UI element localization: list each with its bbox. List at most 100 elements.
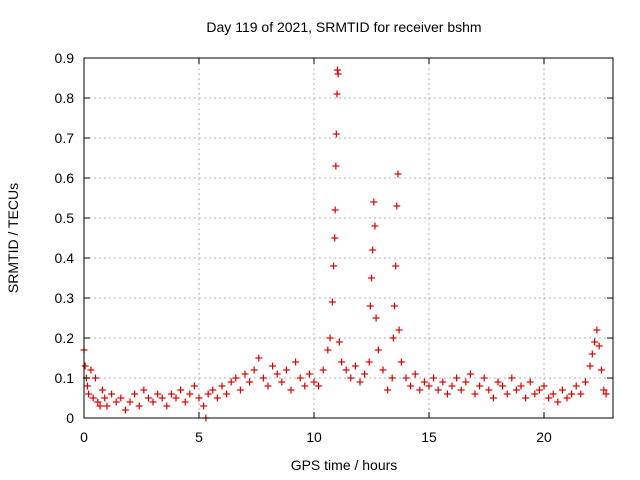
data-point xyxy=(273,370,281,378)
data-point xyxy=(310,378,318,386)
data-point xyxy=(98,386,106,394)
grid xyxy=(84,58,613,418)
data-point xyxy=(135,402,143,410)
data-point xyxy=(602,390,610,398)
data-point xyxy=(391,302,398,310)
data-point xyxy=(108,390,116,398)
data-point xyxy=(554,398,562,406)
data-point xyxy=(269,362,277,370)
data-point xyxy=(558,386,566,394)
data-point xyxy=(434,386,442,394)
data-point xyxy=(232,374,240,382)
data-point xyxy=(577,390,585,398)
data-point xyxy=(332,162,340,170)
data-point xyxy=(200,402,208,410)
data-point xyxy=(223,390,231,398)
data-point xyxy=(466,370,474,378)
data-point xyxy=(379,366,387,374)
data-point xyxy=(324,346,332,354)
data-point xyxy=(370,198,378,206)
data-point xyxy=(89,394,97,402)
data-point xyxy=(388,374,396,382)
data-point xyxy=(365,358,373,366)
data-point xyxy=(568,390,576,398)
data-point xyxy=(236,386,244,394)
data-point xyxy=(430,374,438,382)
data-point xyxy=(117,394,125,402)
y-tick-label: 0.9 xyxy=(55,50,75,66)
data-point xyxy=(471,390,479,398)
data-point xyxy=(264,382,272,390)
data-point xyxy=(588,350,596,358)
data-point xyxy=(92,374,99,382)
data-point xyxy=(81,362,89,370)
data-point xyxy=(140,386,148,394)
data-point xyxy=(586,362,594,370)
data-point xyxy=(154,390,162,398)
data-point xyxy=(457,386,465,394)
data-point xyxy=(443,390,451,398)
data-point xyxy=(163,402,171,410)
data-point xyxy=(259,374,267,382)
data-point xyxy=(453,374,461,382)
data-point xyxy=(371,222,379,230)
data-point xyxy=(85,390,93,398)
data-point xyxy=(158,394,166,402)
data-point xyxy=(330,262,338,270)
data-point xyxy=(356,378,364,386)
data-point xyxy=(397,358,405,366)
y-tick-label: 0.2 xyxy=(55,330,75,346)
data-point xyxy=(319,366,327,374)
x-tick-label: 10 xyxy=(306,429,322,445)
y-tick-label: 0.8 xyxy=(55,90,75,106)
data-point xyxy=(526,378,534,386)
data-point xyxy=(499,382,507,390)
data-point xyxy=(87,366,95,374)
data-point xyxy=(411,370,419,378)
data-point xyxy=(545,394,553,402)
data-point xyxy=(448,382,456,390)
data-point xyxy=(83,382,91,390)
data-point xyxy=(131,390,139,398)
data-point xyxy=(347,374,355,382)
data-point xyxy=(278,378,286,386)
y-axis-label: SRMTID / TECUs xyxy=(5,183,21,293)
data-point xyxy=(332,130,340,138)
data-point xyxy=(177,386,185,394)
x-tick-label: 5 xyxy=(195,429,203,445)
data-point xyxy=(305,370,313,378)
y-tick-label: 0.5 xyxy=(55,210,75,226)
data-point xyxy=(374,346,382,354)
data-point xyxy=(250,366,258,374)
data-point xyxy=(462,378,470,386)
data-point xyxy=(368,274,375,282)
data-point xyxy=(255,354,263,362)
data-point xyxy=(494,378,502,386)
data-point xyxy=(531,390,539,398)
data-point xyxy=(416,386,424,394)
data-point xyxy=(126,398,134,406)
data-point xyxy=(563,394,571,402)
data-point xyxy=(282,366,290,374)
x-tick-label: 20 xyxy=(536,429,552,445)
data-point xyxy=(392,262,400,270)
data-point xyxy=(402,374,410,382)
data-point xyxy=(335,338,343,346)
data-point xyxy=(517,382,525,390)
data-point xyxy=(218,382,226,390)
data-point xyxy=(394,170,402,178)
data-point xyxy=(439,378,447,386)
data-point xyxy=(213,394,221,402)
data-point xyxy=(485,386,493,394)
data-point xyxy=(331,234,339,242)
data-point xyxy=(372,314,380,322)
data-point xyxy=(351,362,359,370)
data-point xyxy=(241,370,249,378)
data-point xyxy=(508,374,516,382)
data-point xyxy=(315,382,323,390)
y-tick-label: 0 xyxy=(66,410,74,426)
data-point xyxy=(209,386,217,394)
data-point xyxy=(94,398,102,406)
